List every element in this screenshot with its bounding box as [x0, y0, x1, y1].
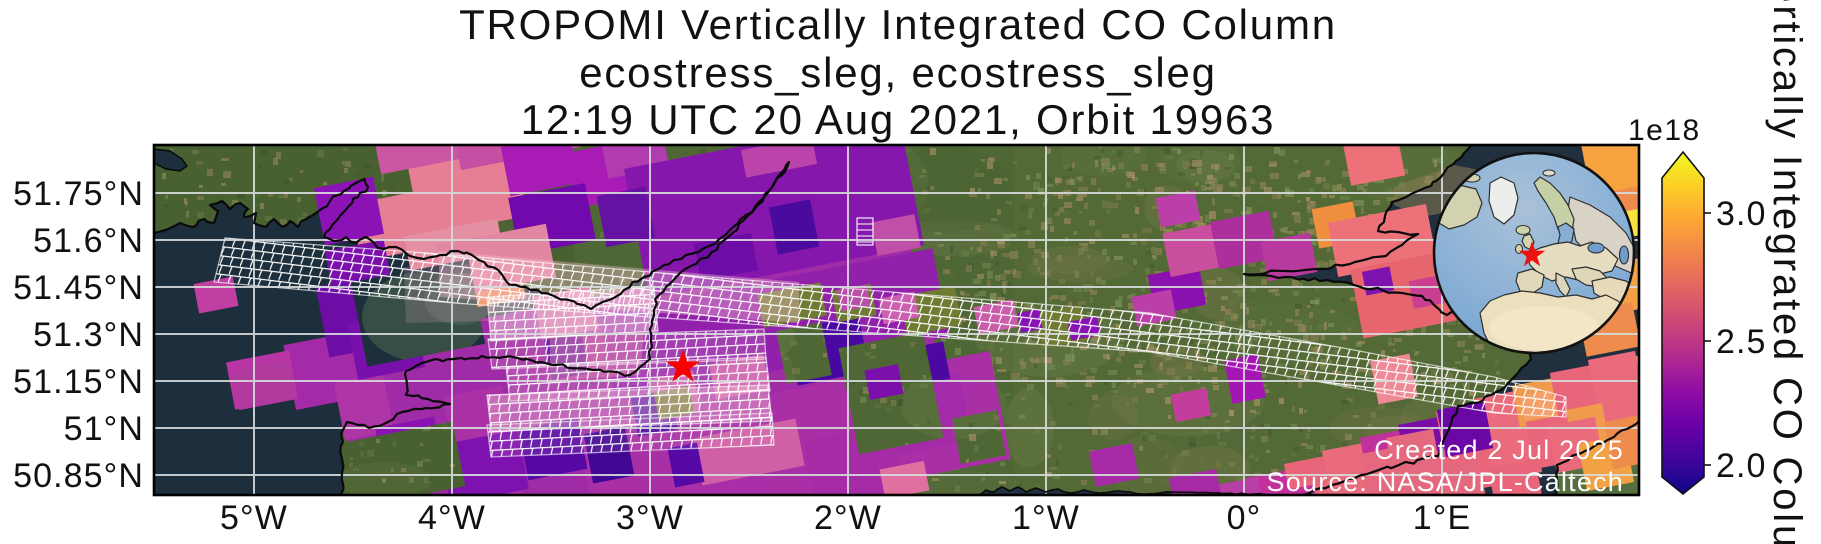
- svg-text:2.0: 2.0: [1716, 447, 1767, 485]
- svg-text:Created 2 Jul 2025: Created 2 Jul 2025: [1374, 435, 1624, 465]
- svg-text:51.3°N: 51.3°N: [33, 316, 144, 354]
- svg-text:51°N: 51°N: [64, 410, 144, 448]
- svg-text:51.45°N: 51.45°N: [13, 269, 144, 307]
- svg-text:50.85°N: 50.85°N: [13, 457, 144, 495]
- svg-text:0°: 0°: [1227, 499, 1262, 537]
- svg-text:3.0: 3.0: [1716, 195, 1767, 233]
- svg-text:51.75°N: 51.75°N: [13, 175, 144, 213]
- svg-text:1e18: 1e18: [1628, 114, 1701, 147]
- svg-text:1°W: 1°W: [1012, 499, 1080, 537]
- svg-text:51.6°N: 51.6°N: [33, 222, 144, 260]
- svg-text:Source: NASA/JPL-Caltech: Source: NASA/JPL-Caltech: [1267, 467, 1624, 497]
- svg-text:2°W: 2°W: [814, 499, 882, 537]
- svg-text:5°W: 5°W: [220, 499, 288, 537]
- svg-text:3°W: 3°W: [616, 499, 684, 537]
- svg-text:ecostress_sleg, ecostress_sleg: ecostress_sleg, ecostress_sleg: [579, 49, 1217, 96]
- svg-text:4°W: 4°W: [418, 499, 486, 537]
- svg-text:12:19 UTC 20 Aug 2021, Orbit 1: 12:19 UTC 20 Aug 2021, Orbit 19963: [521, 96, 1276, 143]
- svg-text:51.15°N: 51.15°N: [13, 363, 144, 401]
- svg-text:Vertically Integrated CO Colum: Vertically Integrated CO Column: [1765, 0, 1809, 544]
- svg-text:TROPOMI Vertically Integrated: TROPOMI Vertically Integrated CO Column: [459, 1, 1337, 48]
- svg-text:2.5: 2.5: [1716, 323, 1767, 361]
- svg-text:1°E: 1°E: [1413, 499, 1471, 537]
